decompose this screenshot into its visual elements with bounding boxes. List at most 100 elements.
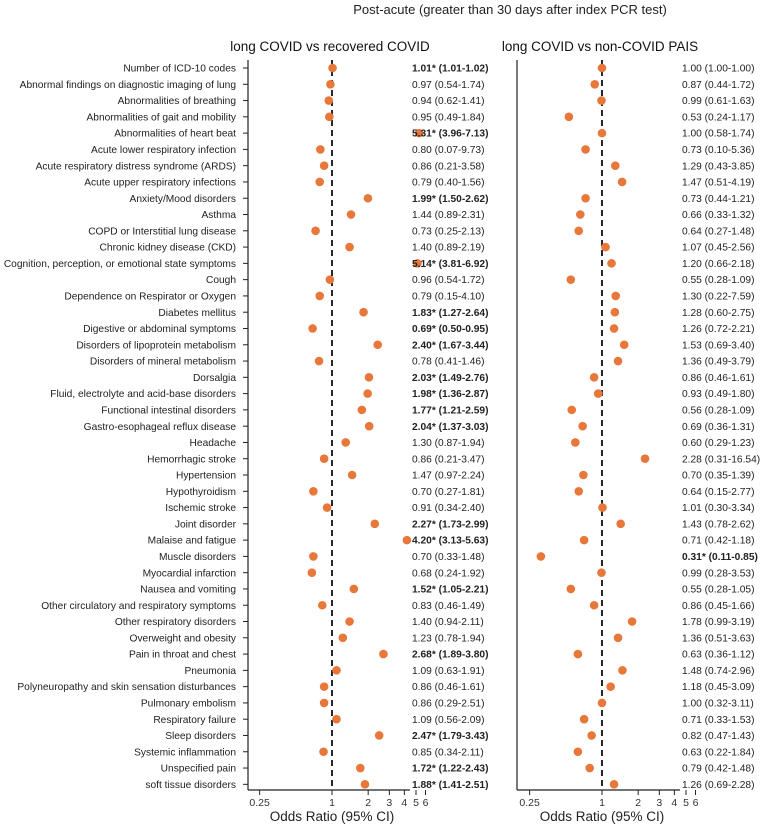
- ci-value: 1.40 (0.89-2.19): [412, 243, 485, 254]
- panel-title-non-covid-pais: long COVID vs non-COVID PAIS: [502, 39, 698, 54]
- ci-value: 2.40* (1.67-3.44): [412, 340, 488, 351]
- ci-value: 0.91 (0.34-2.40): [412, 503, 485, 514]
- row-label-nausea-and-vomiting: Nausea and vomiting: [140, 585, 236, 596]
- row-label-headache: Headache: [190, 438, 237, 449]
- point-2-joint-disorder: [616, 519, 625, 529]
- point-1-pain-in-throat-and-chest: [379, 649, 388, 659]
- point-2-gastro-esophageal-reflux-disease: [578, 421, 587, 431]
- point-2-copd-or-interstitial-lung-disease: [574, 226, 584, 236]
- point-2-functional-intestinal-disorders: [567, 405, 577, 415]
- point-1-abnormalities-of-breathing: [324, 96, 334, 105]
- ci-value: 0.80 (0.07-9.73): [412, 145, 485, 156]
- point-2-diabetes-mellitus: [610, 307, 620, 317]
- point-1-malaise-and-fatigue: [402, 535, 412, 545]
- ci-value: 1.72* (1.22-2.43): [412, 764, 488, 775]
- ci-value: 1.40 (0.94-2.11): [412, 617, 484, 628]
- point-2-dependence-on-respirator-or-oxygen: [611, 291, 620, 301]
- row-label-hypertension: Hypertension: [176, 471, 236, 482]
- ci-value: 1.48 (0.74-2.96): [682, 666, 755, 677]
- x-axis-label-panel-2: Odds Ratio (95% CI): [540, 809, 665, 824]
- ci-value: 5.14* (3.81-6.92): [412, 259, 488, 270]
- point-1-disorders-of-lipoprotein-metabolism: [373, 340, 382, 350]
- row-label-respiratory-failure: Respiratory failure: [153, 715, 236, 726]
- row-label-pain-in-throat-and-chest: Pain in throat and chest: [129, 650, 236, 661]
- row-label-digestive-or-abdominal-symptoms: Digestive or abdominal symptoms: [83, 324, 236, 335]
- ci-value: 0.73 (0.25-2.13): [412, 226, 485, 237]
- ci-value: 0.86 (0.46-1.61): [682, 373, 755, 384]
- ci-value: 0.60 (0.29-1.23): [682, 438, 755, 449]
- point-2-acute-upper-respiratory-infections: [617, 177, 627, 187]
- point-1-soft-tissue-disorders: [360, 780, 370, 789]
- x-axis-ticks-panel-2: 0.25 1 2 3 4 5 6: [519, 790, 699, 809]
- ci-value: 0.56 (0.28-1.09): [682, 405, 755, 416]
- point-2-cough: [566, 275, 576, 284]
- point-2-digestive-or-abdominal-symptoms: [609, 324, 619, 333]
- ci-value: 1.98* (1.36-2.87): [412, 389, 488, 400]
- point-1-number-of-icd-10-codes: [328, 63, 337, 73]
- point-1-polyneuropathy-and-skin-sensation-disturbances: [319, 682, 329, 691]
- ci-value: 0.79 (0.42-1.48): [682, 764, 755, 775]
- point-1-cough: [325, 275, 335, 284]
- point-1-other-circulatory-and-respiratory-symptoms: [317, 600, 327, 610]
- ci-value: 0.86 (0.21-3.47): [412, 454, 485, 465]
- point-2-acute-lower-respiratory-infection: [581, 145, 590, 154]
- rows-panel-1: 1.01* (1.01-1.02) 0.97 (0.54-1.74) 0.94 (0…: [307, 63, 488, 791]
- row-label-number-of-icd-10-codes: Number of ICD-10 codes: [123, 64, 236, 75]
- point-2-sleep-disorders: [587, 731, 596, 740]
- x-tick-label: 0.25: [519, 797, 540, 809]
- point-2-pulmonary-embolism: [597, 698, 607, 708]
- row-label-acute-respiratory-distress-syndrome-ards: Acute respiratory distress syndrome (ARD…: [36, 161, 236, 172]
- panel-title-recovered-covid: long COVID vs recovered COVID: [230, 39, 430, 54]
- x-tick-label: 1: [329, 797, 335, 809]
- ci-value: 1.23 (0.78-1.94): [412, 633, 485, 644]
- point-2-muscle-disorders: [536, 552, 546, 561]
- point-1-headache: [341, 438, 350, 447]
- point-2-fluid-electrolyte-and-acid-base-disorders: [593, 389, 603, 398]
- point-2-headache: [571, 438, 580, 447]
- ci-value: 0.71 (0.33-1.53): [682, 715, 755, 726]
- point-2-myocardial-infarction: [597, 568, 606, 577]
- ci-value: 0.31* (0.11-0.85): [682, 552, 758, 563]
- row-label-myocardial-infarction: Myocardial infarction: [143, 568, 236, 579]
- point-1-acute-upper-respiratory-infections: [315, 177, 325, 187]
- point-1-dependence-on-respirator-or-oxygen: [315, 291, 325, 301]
- ci-value: 1.30 (0.87-1.94): [412, 438, 485, 449]
- row-label-disorders-of-mineral-metabolism: Disorders of mineral metabolism: [90, 357, 236, 368]
- point-1-chronic-kidney-disease-ckd: [345, 242, 354, 252]
- ci-value: 0.69 (0.36-1.31): [682, 422, 755, 433]
- ci-value: 0.64 (0.15-2.77): [682, 487, 755, 498]
- row-labels: Number of ICD-10 codes Abnormal findings …: [4, 64, 248, 791]
- ci-value: 1.28 (0.60-2.75): [682, 308, 755, 319]
- row-label-chronic-kidney-disease-ckd: Chronic kidney disease (CKD): [100, 243, 236, 254]
- point-2-pneumonia: [618, 666, 627, 675]
- ci-value: 1.01 (0.30-3.34): [682, 503, 755, 514]
- point-2-abnormalities-of-gait-and-mobility: [564, 112, 574, 122]
- ci-value: 0.70 (0.27-1.81): [412, 487, 485, 498]
- x-axis-label-panel-1: Odds Ratio (95% CI): [270, 809, 395, 824]
- point-2-disorders-of-lipoprotein-metabolism: [619, 340, 629, 350]
- ci-value: 2.04* (1.37-3.03): [412, 422, 488, 433]
- ci-value: 1.18 (0.45-3.09): [682, 682, 755, 693]
- ci-value: 1.47 (0.97-2.24): [412, 471, 485, 482]
- ci-value: 1.20 (0.66-2.18): [682, 259, 755, 270]
- ci-value: 1.78 (0.99-3.19): [682, 617, 755, 628]
- row-label-acute-lower-respiratory-infection: Acute lower respiratory infection: [91, 145, 236, 156]
- point-1-disorders-of-mineral-metabolism: [314, 356, 324, 366]
- ci-value: 2.68* (1.89-3.80): [412, 650, 488, 661]
- ci-value: 1.00 (0.32-3.11): [682, 699, 754, 710]
- point-1-hypertension: [347, 470, 357, 480]
- row-label-hemorrhagic-stroke: Hemorrhagic stroke: [147, 454, 236, 465]
- row-label-polyneuropathy-and-skin-sensation-disturbances: Polyneuropathy and skin sensation distur…: [17, 682, 236, 693]
- point-2-chronic-kidney-disease-ckd: [601, 242, 610, 252]
- ci-value: 0.55 (0.28-1.05): [682, 585, 755, 596]
- point-1-respiratory-failure: [332, 714, 341, 724]
- ci-value: 1.43 (0.78-2.62): [682, 519, 755, 530]
- point-2-polyneuropathy-and-skin-sensation-disturbances: [606, 682, 615, 691]
- point-2-abnormal-findings-on-diagnostic-imaging-of-lung: [590, 79, 600, 89]
- row-label-abnormalities-of-gait-and-mobility: Abnormalities of gait and mobility: [87, 112, 237, 123]
- point-2-overweight-and-obesity: [613, 633, 623, 643]
- x-tick-label: 3: [656, 797, 662, 809]
- ci-value: 0.63 (0.36-1.12): [682, 650, 755, 661]
- ci-value: 1.00 (0.58-1.74): [682, 129, 755, 140]
- ci-value: 5.31* (3.96-7.13): [412, 129, 488, 140]
